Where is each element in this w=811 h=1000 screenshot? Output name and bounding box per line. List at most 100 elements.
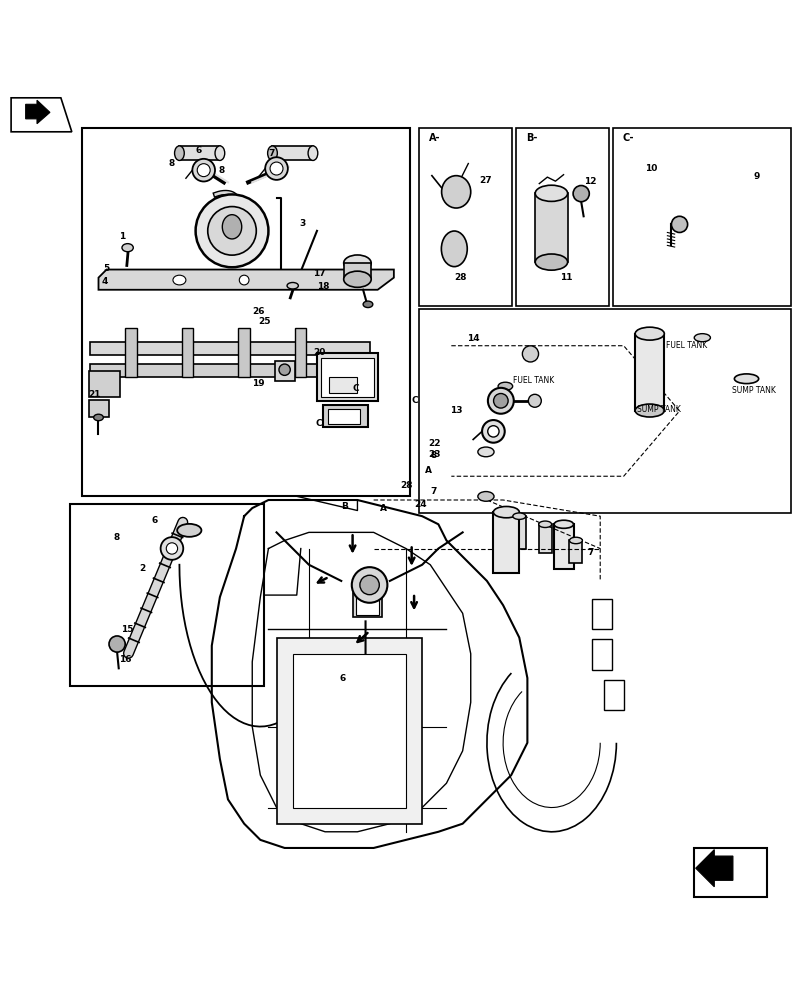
Bar	[292, 654, 406, 808]
Text: SUMP TANK: SUMP TANK	[636, 405, 680, 414]
Ellipse shape	[239, 275, 249, 285]
Bar	[355, 595, 379, 615]
Bar	[90, 342, 369, 355]
Bar	[82, 128, 410, 496]
Text: 8: 8	[218, 166, 224, 175]
Bar	[603, 680, 624, 710]
Bar	[516, 128, 608, 306]
Text: 24: 24	[414, 500, 427, 509]
Bar	[353, 593, 381, 617]
Text: A-: A-	[428, 133, 440, 143]
Ellipse shape	[493, 506, 519, 518]
Ellipse shape	[487, 388, 513, 414]
Bar	[441, 255, 466, 267]
Text: 28: 28	[454, 273, 466, 282]
Bar	[538, 524, 551, 553]
Text: B-: B-	[525, 133, 537, 143]
Ellipse shape	[634, 404, 663, 417]
Text: 8: 8	[430, 451, 436, 460]
Ellipse shape	[215, 146, 225, 160]
Text: FUEL TANK: FUEL TANK	[666, 341, 706, 350]
Text: 17: 17	[312, 269, 325, 278]
Text: 25: 25	[259, 317, 271, 326]
Ellipse shape	[534, 185, 567, 201]
Text: SUMP TANK: SUMP TANK	[732, 386, 775, 395]
Ellipse shape	[493, 394, 508, 408]
Text: A: A	[380, 504, 387, 513]
Text: 12: 12	[583, 177, 596, 186]
Text: A: A	[424, 466, 431, 475]
Bar	[275, 361, 294, 381]
Ellipse shape	[166, 543, 178, 554]
Text: 16: 16	[118, 655, 131, 664]
Ellipse shape	[122, 244, 133, 252]
Ellipse shape	[497, 382, 512, 390]
Text: 8: 8	[113, 533, 119, 542]
Text: 21: 21	[88, 390, 101, 399]
Ellipse shape	[534, 254, 567, 270]
Text: 6: 6	[339, 674, 345, 683]
Text: 8: 8	[169, 159, 175, 168]
Polygon shape	[11, 98, 71, 132]
Bar	[320, 358, 373, 397]
Text: 26: 26	[252, 307, 264, 316]
Ellipse shape	[521, 346, 538, 362]
Bar	[84, 625, 121, 640]
Bar	[725, 446, 757, 462]
Text: C-: C-	[622, 133, 633, 143]
Bar	[294, 328, 306, 377]
Ellipse shape	[363, 301, 372, 308]
Ellipse shape	[553, 520, 573, 528]
Bar	[182, 328, 193, 377]
Ellipse shape	[161, 537, 183, 560]
Bar	[733, 379, 757, 427]
Ellipse shape	[441, 176, 470, 208]
Text: 14: 14	[466, 334, 478, 343]
Text: 1: 1	[118, 232, 125, 241]
Ellipse shape	[192, 159, 215, 181]
Text: 15: 15	[121, 625, 134, 634]
Text: 20: 20	[312, 348, 325, 357]
Polygon shape	[26, 100, 50, 124]
Text: 7: 7	[430, 487, 436, 496]
Bar	[654, 200, 669, 245]
Text: 3: 3	[298, 219, 305, 228]
Bar	[534, 193, 567, 262]
Ellipse shape	[222, 215, 242, 239]
Bar	[88, 371, 119, 397]
Text: 28: 28	[400, 481, 412, 490]
Bar	[513, 516, 525, 549]
Bar	[669, 192, 693, 200]
Bar	[70, 504, 264, 686]
Ellipse shape	[441, 231, 466, 267]
Ellipse shape	[287, 282, 298, 289]
Text: C: C	[352, 384, 358, 393]
Bar	[125, 328, 136, 377]
Ellipse shape	[538, 521, 551, 528]
Bar	[84, 559, 99, 624]
Text: 6: 6	[195, 146, 202, 155]
Ellipse shape	[279, 364, 290, 375]
Bar	[693, 338, 710, 386]
Bar	[328, 377, 357, 393]
Ellipse shape	[693, 334, 710, 342]
Bar	[477, 452, 493, 496]
Bar	[90, 364, 369, 377]
Ellipse shape	[268, 146, 277, 160]
Text: 9: 9	[753, 172, 759, 181]
Bar	[88, 400, 109, 417]
Ellipse shape	[671, 216, 687, 232]
Polygon shape	[695, 850, 732, 887]
Ellipse shape	[513, 513, 525, 519]
Text: 7: 7	[268, 149, 274, 158]
Bar	[553, 524, 573, 569]
Ellipse shape	[528, 394, 541, 407]
Bar	[591, 599, 611, 629]
Ellipse shape	[733, 374, 757, 384]
Text: 13: 13	[450, 406, 462, 415]
Text: 4: 4	[101, 277, 108, 286]
Ellipse shape	[270, 162, 283, 175]
Text: 19: 19	[252, 379, 264, 388]
Text: 22: 22	[427, 439, 440, 448]
Bar	[323, 405, 367, 427]
